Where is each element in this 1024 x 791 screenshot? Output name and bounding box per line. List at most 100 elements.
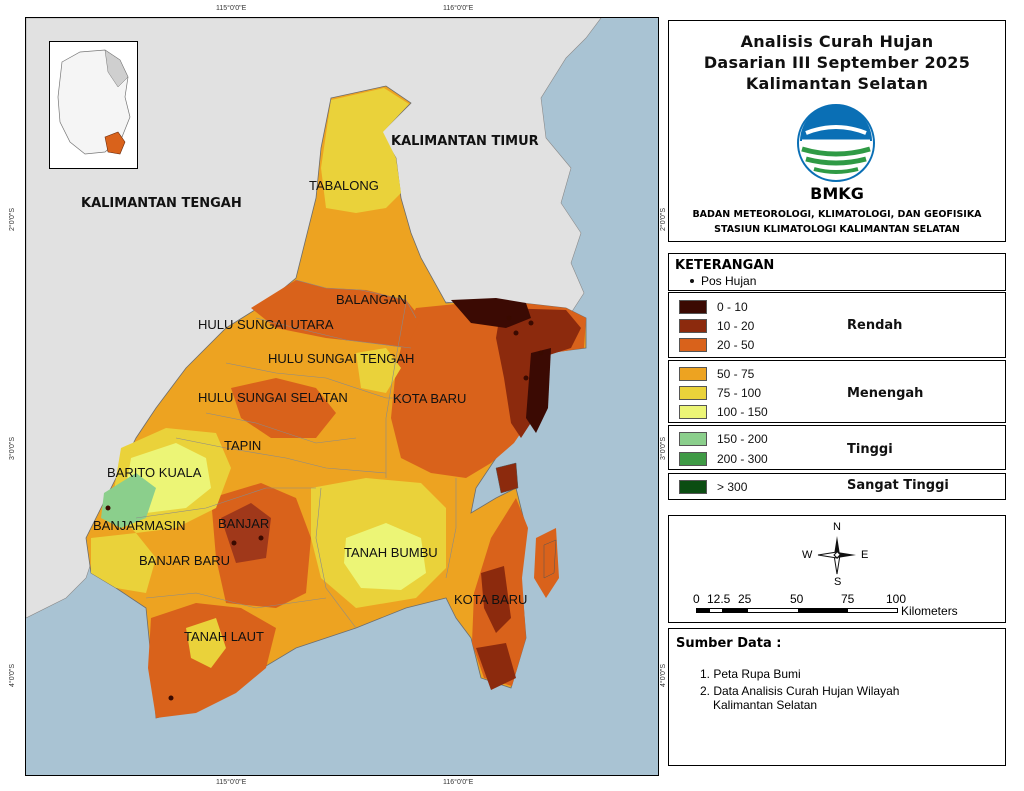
source-panel: Sumber Data : 1. Peta Rupa Bumi 2. Data … [668, 628, 1006, 766]
agency-line1: BADAN METEOROLOGI, KLIMATOLOGI, DAN GEOF… [692, 209, 982, 220]
range-0-10: 0 - 10 [717, 300, 748, 314]
inset-borneo-icon [57, 49, 131, 155]
scale-tick-0: 0 [693, 592, 700, 606]
range-150-200: 150 - 200 [717, 432, 768, 446]
title-panel: Analisis Curah Hujan Dasarian III Septem… [668, 20, 1006, 242]
scale-tick-75: 75 [841, 592, 855, 606]
range-200-300: 200 - 300 [717, 452, 768, 466]
coord-left-upper: 2°0'0"S [9, 208, 16, 231]
label-hulu-sungai-utara: HULU SUNGAI UTARA [198, 317, 334, 332]
zone-10-20-island [481, 566, 511, 633]
scale-tick-12-5: 12.5 [707, 592, 731, 606]
range-50-75: 50 - 75 [717, 367, 755, 381]
swatch-50-75 [679, 367, 707, 381]
zone-10-20-south [476, 643, 516, 690]
coord-right-mid: 3°0'0"S [660, 437, 667, 460]
compass-e: E [861, 549, 869, 561]
small-island-2 [543, 539, 557, 579]
label-tanah-bumbu: TANAH BUMBU [344, 545, 438, 560]
zone-20-50-north [251, 280, 421, 348]
source-title: Sumber Data : [676, 636, 782, 651]
swatch-100-150 [679, 405, 707, 419]
scale-bar [696, 608, 898, 613]
swatch-200-300 [679, 452, 707, 466]
rainfall-map [26, 18, 658, 775]
range-20-50: 20 - 50 [717, 338, 755, 352]
label-kalimantan-timur: KALIMANTAN TIMUR [391, 134, 539, 149]
label-banjarmasin: BANJARMASIN [93, 518, 186, 533]
label-tapin: TAPIN [224, 438, 262, 453]
coord-left-mid: 3°0'0"S [9, 437, 16, 460]
zone-0-10-north [451, 298, 531, 328]
rain-stations [105, 315, 544, 701]
legend-group-sangat-tinggi: > 300 Sangat Tinggi [668, 473, 1006, 500]
category-menengah: Menengah [847, 386, 924, 401]
small-island-1 [495, 462, 519, 494]
coord-top-left: 115°0'0"E [216, 5, 247, 12]
zone-0-10-coast [526, 348, 551, 433]
zone-75-100-tanahlaut [186, 618, 226, 668]
scale-tick-100: 100 [886, 592, 907, 606]
zone-75-100-tabalong [321, 88, 409, 213]
bmkg-logo-text: BMKG [810, 184, 864, 203]
zone-10-20-banjar [221, 503, 271, 563]
map-title-line3: Kalimantan Selatan [745, 74, 929, 93]
scale-unit: Kilometers [901, 604, 958, 618]
source-item-2-cont: Kalimantan Selatan [713, 698, 818, 712]
range-75-100: 75 - 100 [717, 386, 762, 400]
label-banjar-baru: BANJAR BARU [139, 553, 231, 568]
label-tabalong: TABALONG [309, 178, 379, 193]
map-frame: KALIMANTAN TENGAH KALIMANTAN TIMUR TABAL… [25, 17, 659, 776]
legend-group-rendah: 0 - 10 10 - 20 20 - 50 Rendah [668, 292, 1006, 358]
label-tanah-laut: TANAH LAUT [184, 629, 264, 644]
category-rendah: Rendah [847, 318, 903, 333]
legend-pos-hujan: Pos Hujan [701, 274, 757, 288]
swatch-150-200 [679, 432, 707, 446]
coord-top-right: 116°0'0"E [443, 5, 474, 12]
scale-tick-50: 50 [790, 592, 804, 606]
zone-20-50-hss [231, 378, 336, 438]
swatch-10-20 [679, 319, 707, 333]
legend-group-menengah: 50 - 75 75 - 100 100 - 150 Menengah [668, 360, 1006, 423]
map-title-line2: Dasarian III September 2025 [703, 53, 971, 72]
coord-right-lower: 4°0'0"S [660, 664, 667, 687]
coord-bottom-right: 116°0'0"E [443, 779, 474, 786]
map-title-line1: Analisis Curah Hujan [740, 32, 934, 51]
compass-scale-panel: N S E W 0 12.5 25 50 75 100 Kilometers [668, 515, 1006, 623]
coord-bottom-left: 115°0'0"E [216, 779, 247, 786]
rain-station-icon [690, 279, 694, 283]
scale-tick-25: 25 [738, 592, 752, 606]
district-boundaries [135, 279, 457, 629]
label-barito-kuala: BARITO KUALA [107, 465, 202, 480]
zone-150-200-barito [101, 473, 156, 528]
agency-line2: STASIUN KLIMATOLOGI KALIMANTAN SELATAN [714, 224, 960, 235]
compass-icon [816, 526, 858, 584]
legend-header: KETERANGAN Pos Hujan [668, 253, 1006, 291]
range-100-150: 100 - 150 [717, 405, 768, 419]
label-banjar: BANJAR [218, 516, 270, 531]
swatch-75-100 [679, 386, 707, 400]
label-kota-baru-north: KOTA BARU [393, 391, 467, 406]
compass-w: W [802, 549, 813, 561]
bmkg-logo-icon [796, 103, 876, 183]
compass-s: S [834, 576, 842, 588]
label-kalimantan-tengah: KALIMANTAN TENGAH [81, 196, 242, 211]
range-10-20: 10 - 20 [717, 319, 755, 333]
inset-map [49, 41, 138, 169]
swatch-over-300 [679, 480, 707, 494]
zone-100-150-tanahbumbu [344, 523, 426, 590]
zone-75-100-hst [356, 348, 401, 393]
label-balangan: BALANGAN [336, 292, 407, 307]
category-tinggi: Tinggi [847, 442, 893, 457]
coord-right-upper: 2°0'0"S [660, 208, 667, 231]
label-hulu-sungai-tengah: HULU SUNGAI TENGAH [268, 351, 415, 366]
legend-group-tinggi: 150 - 200 200 - 300 Tinggi [668, 425, 1006, 470]
label-kota-baru-south: KOTA BARU [454, 592, 528, 607]
source-item-2: 2. Data Analisis Curah Hujan Wilayah [700, 684, 900, 698]
range-over-300: > 300 [717, 480, 748, 494]
coord-left-lower: 4°0'0"S [9, 664, 16, 687]
swatch-0-10 [679, 300, 707, 314]
legend-title: KETERANGAN [675, 258, 775, 273]
swatch-20-50 [679, 338, 707, 352]
label-hulu-sungai-selatan: HULU SUNGAI SELATAN [198, 390, 348, 405]
